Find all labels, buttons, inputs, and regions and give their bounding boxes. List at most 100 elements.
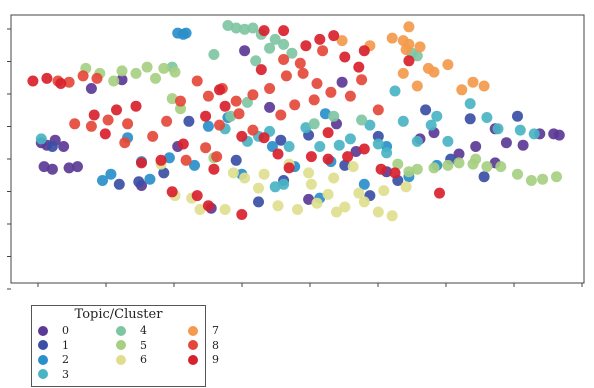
scatter-point-cluster-2 <box>189 159 200 171</box>
legend-color-swatch <box>38 325 48 336</box>
scatter-point-cluster-5 <box>158 62 170 74</box>
scatter-point-cluster-8 <box>247 89 259 101</box>
scatter-point-cluster-1 <box>253 196 264 208</box>
scatter-point-cluster-6 <box>311 197 323 209</box>
scatter-point-cluster-6 <box>358 196 370 208</box>
scatter-point-cluster-0 <box>500 137 512 149</box>
scatter-points <box>27 20 565 222</box>
scatter-point-cluster-0 <box>350 146 362 157</box>
legend-label: 6 <box>140 353 147 366</box>
legend-item-0: 0 <box>38 324 69 337</box>
scatter-point-cluster-0 <box>85 83 97 94</box>
scatter-point-cluster-9 <box>55 78 67 89</box>
scatter-point-cluster-9 <box>283 162 295 174</box>
scatter-point-cluster-8 <box>247 124 259 136</box>
scatter-point-cluster-6 <box>339 201 351 213</box>
scatter-point-cluster-4 <box>308 118 320 130</box>
scatter-point-cluster-1 <box>113 178 125 190</box>
scatter-point-cluster-8 <box>119 137 131 149</box>
scatter-point-cluster-3 <box>425 119 437 131</box>
scatter-point-cluster-4 <box>239 23 251 35</box>
legend-color-swatch <box>116 340 126 350</box>
scatter-point-cluster-4 <box>328 110 340 122</box>
scatter-point-cluster-0 <box>553 129 565 141</box>
scatter-point-cluster-0 <box>38 161 50 173</box>
legend-color-swatch <box>188 340 198 350</box>
scatter-point-cluster-8 <box>289 99 301 111</box>
scatter-point-cluster-6 <box>272 200 284 212</box>
scatter-point-cluster-6 <box>386 210 398 222</box>
scatter-point-cluster-2 <box>266 141 278 152</box>
scatter-point-cluster-6 <box>303 167 315 179</box>
scatter-point-cluster-3 <box>269 181 281 193</box>
scatter-point-cluster-3 <box>442 135 454 147</box>
legend-label: 3 <box>62 367 69 381</box>
legend-color-swatch <box>38 340 48 350</box>
scatter-point-cluster-9 <box>278 25 290 37</box>
scatter-point-cluster-7 <box>414 41 426 53</box>
legend-item-3: 3 <box>38 368 69 381</box>
scatter-point-cluster-6 <box>239 172 251 184</box>
legend-label: 9 <box>212 353 219 366</box>
scatter-point-cluster-3 <box>514 124 526 136</box>
scatter-point-cluster-8 <box>202 90 214 102</box>
scatter-point-cluster-8 <box>211 151 223 163</box>
scatter-point-cluster-6 <box>378 185 390 197</box>
scatter-point-cluster-3 <box>389 85 401 97</box>
legend-color-swatch <box>38 369 48 379</box>
scatter-point-cluster-4 <box>222 20 234 31</box>
scatter-point-cluster-8 <box>308 94 320 106</box>
scatter-point-cluster-9 <box>305 151 317 163</box>
scatter-point-cluster-6 <box>347 161 359 173</box>
scatter-point-cluster-9 <box>155 154 167 166</box>
scatter-point-cluster-2 <box>97 175 108 186</box>
scatter-point-cluster-5 <box>495 161 507 173</box>
scatter-point-cluster-6 <box>258 168 270 180</box>
legend-label: 5 <box>140 338 147 352</box>
scatter-point-cluster-3 <box>464 98 476 110</box>
scatter-point-cluster-3 <box>492 123 504 135</box>
scatter-point-cluster-9 <box>339 51 351 63</box>
scatter-point-cluster-9 <box>255 64 267 76</box>
scatter-point-cluster-9 <box>99 128 111 140</box>
scatter-point-cluster-4 <box>241 96 253 108</box>
scatter-point-cluster-3 <box>314 141 326 152</box>
scatter-point-cluster-7 <box>467 76 479 88</box>
legend-label: 1 <box>62 338 69 352</box>
scatter-point-cluster-9 <box>41 72 53 84</box>
scatter-point-cluster-4 <box>264 42 276 54</box>
scatter-point-cluster-1 <box>275 134 287 146</box>
scatter-point-cluster-6 <box>194 204 206 215</box>
scatter-point-cluster-5 <box>551 171 562 183</box>
scatter-point-cluster-7 <box>442 59 454 71</box>
legend-label: 4 <box>140 324 147 337</box>
scatter-point-cluster-5 <box>175 103 186 115</box>
scatter-point-cluster-6 <box>227 167 239 179</box>
scatter-point-cluster-9 <box>258 25 270 37</box>
scatter-point-cluster-1 <box>230 154 242 166</box>
scatter-point-cluster-5 <box>403 166 415 178</box>
scatter-point-cluster-6 <box>372 206 384 218</box>
scatter-point-cluster-9 <box>177 138 189 150</box>
scatter-point-cluster-3 <box>481 112 493 123</box>
scatter-point-cluster-8 <box>175 95 186 107</box>
scatter-point-cluster-6 <box>328 172 340 184</box>
scatter-point-cluster-9 <box>353 61 365 73</box>
scatter-point-cluster-1 <box>46 141 58 152</box>
scatter-point-cluster-3 <box>431 110 443 122</box>
scatter-point-cluster-6 <box>219 204 231 215</box>
scatter-point-cluster-8 <box>161 115 173 127</box>
scatter-point-cluster-3 <box>283 141 295 152</box>
scatter-point-cluster-5 <box>470 153 482 165</box>
legend-item-5: 5 <box>116 339 147 352</box>
scatter-point-cluster-5 <box>108 75 120 87</box>
legend-color-swatch <box>116 354 126 365</box>
scatter-point-cluster-8 <box>297 67 309 79</box>
scatter-point-cluster-9 <box>358 143 370 155</box>
scatter-point-cluster-9 <box>300 40 312 52</box>
scatter-point-cluster-8 <box>230 95 242 107</box>
scatter-point-cluster-8 <box>275 109 287 121</box>
scatter-point-cluster-8 <box>317 45 329 57</box>
scatter-point-cluster-1 <box>420 104 432 116</box>
